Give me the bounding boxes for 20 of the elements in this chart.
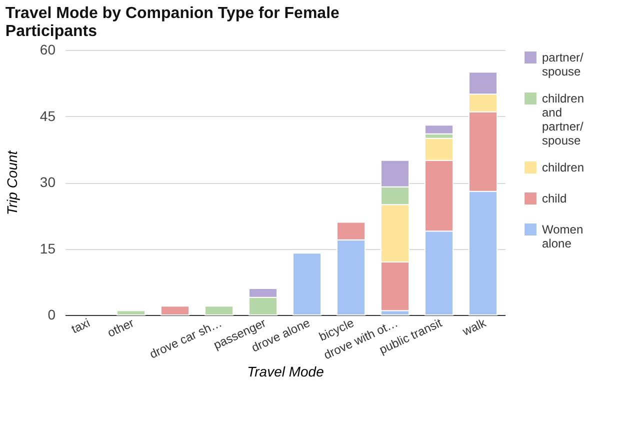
y-tick-label: 0 bbox=[48, 306, 56, 322]
y-tick-label: 30 bbox=[40, 174, 56, 190]
chart-title: Travel Mode by Companion Type for Female Participants bbox=[5, 5, 340, 40]
x-axis-title: Travel Mode bbox=[247, 363, 324, 380]
y-tick-label: 45 bbox=[40, 108, 56, 124]
bar bbox=[292, 252, 322, 316]
x-tick-label: walk bbox=[459, 315, 489, 339]
legend-label: partner/spouse bbox=[542, 50, 584, 78]
legend-label: children bbox=[542, 160, 584, 174]
legend-label: child bbox=[542, 192, 567, 206]
legend-label: children and partner/spouse bbox=[542, 92, 584, 148]
bar bbox=[204, 306, 234, 316]
y-tick-label: 60 bbox=[40, 42, 56, 58]
bar bbox=[160, 306, 190, 316]
y-axis-title: Trip Count bbox=[4, 150, 20, 216]
y-tick-label: 15 bbox=[40, 240, 56, 256]
x-tick-label: other bbox=[105, 316, 136, 340]
legend-label: Women alone bbox=[542, 222, 584, 250]
bar bbox=[116, 310, 146, 316]
x-tick-label: taxi bbox=[69, 316, 92, 336]
